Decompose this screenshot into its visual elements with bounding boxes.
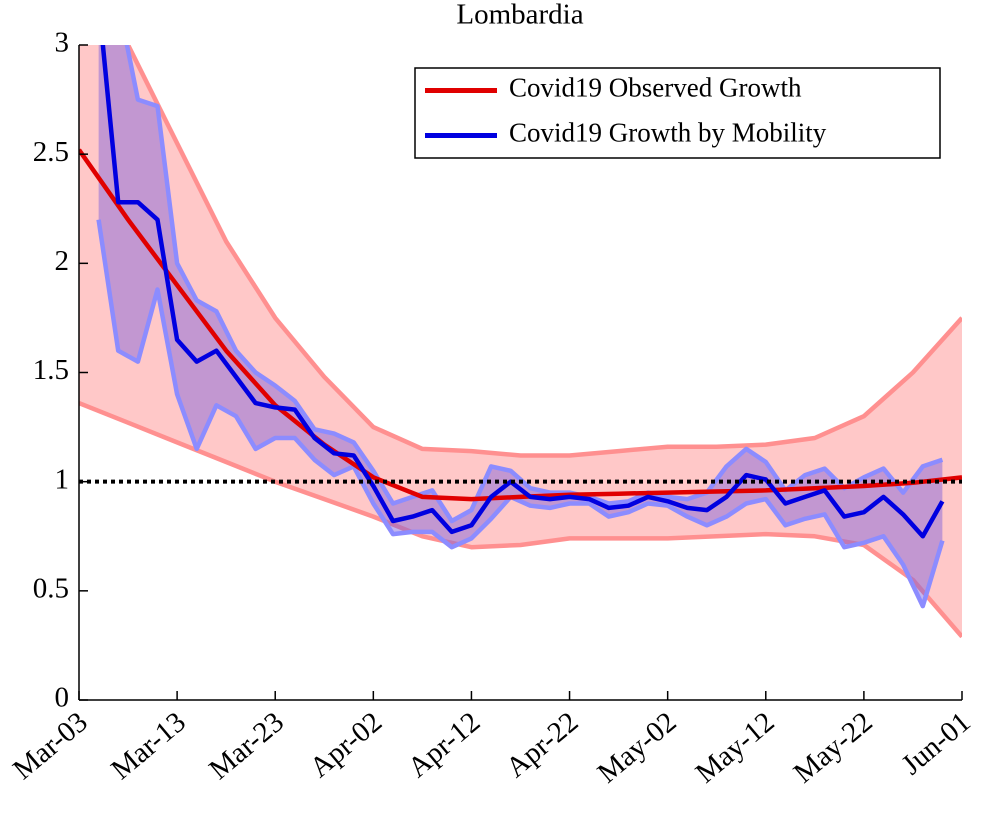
- series-line: [100, 45, 945, 539]
- x-tick-label: May-02: [592, 706, 683, 790]
- band-edge: [96, 219, 945, 609]
- y-tick-label: 0.5: [33, 572, 69, 604]
- chart-title: Lombardia: [456, 0, 583, 31]
- x-tick-label: Mar-13: [105, 706, 192, 786]
- x-tick-label: May-22: [788, 706, 879, 790]
- y-tick-label: 2: [55, 245, 70, 277]
- legend-box: [414, 67, 941, 159]
- legend-label: Covid19 Growth by Mobility: [509, 118, 827, 148]
- x-tick-label: Apr-22: [500, 706, 584, 784]
- y-tick-label: 1: [55, 463, 70, 495]
- legend-label: Covid19 Observed Growth: [509, 73, 802, 103]
- band-edge: [124, 45, 944, 524]
- x-tick-label: Jun-01: [896, 706, 977, 781]
- plot-area: [79, 45, 962, 639]
- y-tick-label: 0: [55, 682, 70, 714]
- x-tick-label: Mar-03: [7, 706, 94, 786]
- series-line: [79, 148, 962, 502]
- y-tick-label: 2.5: [33, 136, 69, 168]
- band-edge: [125, 45, 962, 458]
- x-tick-label: Apr-12: [402, 706, 486, 784]
- y-tick-label: 3: [55, 27, 70, 59]
- band-fill: [98, 45, 943, 607]
- x-tick-label: May-12: [690, 706, 781, 790]
- band-edge: [79, 401, 962, 639]
- x-tick-label: Apr-02: [304, 706, 388, 784]
- legend: Covid19 Observed Growth Covid19 Growth by…: [414, 67, 941, 159]
- y-tick-label: 1.5: [33, 354, 69, 386]
- x-tick-label: Mar-23: [203, 706, 290, 786]
